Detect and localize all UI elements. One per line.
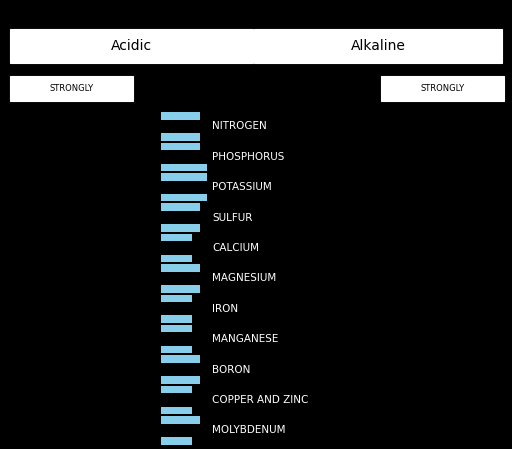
FancyBboxPatch shape <box>161 406 192 414</box>
Text: STRONGLY: STRONGLY <box>50 84 94 93</box>
FancyBboxPatch shape <box>161 224 200 232</box>
FancyBboxPatch shape <box>161 386 192 393</box>
Text: Alkaline: Alkaline <box>351 39 406 53</box>
FancyBboxPatch shape <box>161 295 192 302</box>
FancyBboxPatch shape <box>254 29 502 63</box>
FancyBboxPatch shape <box>161 194 207 202</box>
FancyBboxPatch shape <box>161 285 200 293</box>
FancyBboxPatch shape <box>161 163 207 171</box>
FancyBboxPatch shape <box>161 355 200 363</box>
FancyBboxPatch shape <box>161 112 200 120</box>
FancyBboxPatch shape <box>161 437 192 445</box>
FancyBboxPatch shape <box>161 173 207 180</box>
FancyBboxPatch shape <box>161 376 200 384</box>
FancyBboxPatch shape <box>161 203 200 211</box>
FancyBboxPatch shape <box>161 346 192 353</box>
FancyBboxPatch shape <box>161 325 192 333</box>
FancyBboxPatch shape <box>161 234 192 242</box>
FancyBboxPatch shape <box>161 255 192 262</box>
FancyBboxPatch shape <box>161 133 200 141</box>
Text: CALCIUM: CALCIUM <box>212 243 260 253</box>
Text: NITROGEN: NITROGEN <box>212 122 267 132</box>
Text: MAGNESIUM: MAGNESIUM <box>212 273 276 283</box>
FancyBboxPatch shape <box>161 264 200 272</box>
FancyBboxPatch shape <box>161 315 192 323</box>
Text: MOLYBDENUM: MOLYBDENUM <box>212 425 286 435</box>
FancyBboxPatch shape <box>10 29 253 63</box>
Text: STRONGLY: STRONGLY <box>421 84 465 93</box>
Text: MANGANESE: MANGANESE <box>212 334 279 344</box>
Text: IRON: IRON <box>212 304 239 314</box>
FancyBboxPatch shape <box>161 416 200 423</box>
FancyBboxPatch shape <box>161 143 200 150</box>
Text: COPPER AND ZINC: COPPER AND ZINC <box>212 395 309 405</box>
Text: Acidic: Acidic <box>111 39 153 53</box>
Text: BORON: BORON <box>212 365 251 374</box>
Text: POTASSIUM: POTASSIUM <box>212 182 272 192</box>
FancyBboxPatch shape <box>381 76 504 101</box>
Text: PHOSPHORUS: PHOSPHORUS <box>212 152 285 162</box>
Text: SULFUR: SULFUR <box>212 213 253 223</box>
FancyBboxPatch shape <box>10 76 133 101</box>
